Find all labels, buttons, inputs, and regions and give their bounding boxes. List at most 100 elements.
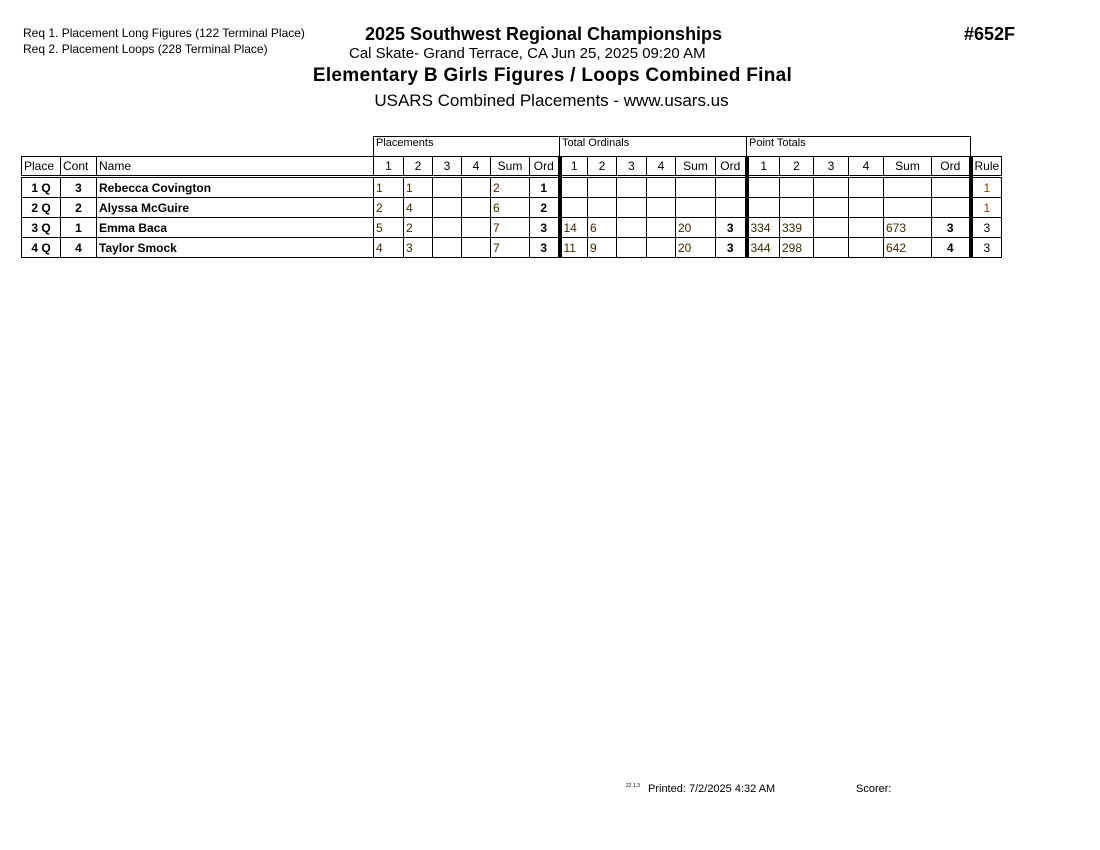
requirement-1: Req 1. Placement Long Figures (122 Termi… bbox=[23, 26, 305, 40]
table-row: 1 Q 3 Rebecca Covington 1 1 2 1 1 bbox=[21, 176, 1003, 198]
table-row: 3 Q 1 Emma Baca 5 2 7 3 14 6 20 3 334 339 673 3 3 bbox=[21, 217, 1003, 238]
column-header: 3 bbox=[616, 156, 647, 178]
score-cell bbox=[432, 237, 462, 258]
score-cell bbox=[559, 197, 588, 218]
score-cell: 3 bbox=[715, 217, 749, 238]
venue-date: Cal Skate- Grand Terrace, CA Jun 25, 202… bbox=[349, 45, 706, 62]
score-cell: 1 bbox=[403, 176, 433, 198]
score-cell bbox=[715, 176, 749, 198]
name-cell: Taylor Smock bbox=[96, 237, 374, 258]
cont-cell: 4 bbox=[60, 237, 97, 258]
column-header: Place bbox=[21, 156, 61, 178]
score-cell: 2 bbox=[373, 197, 404, 218]
score-cell bbox=[931, 176, 973, 198]
score-cell: 4 bbox=[931, 237, 973, 258]
score-cell: 4 bbox=[373, 237, 404, 258]
column-header: Sum bbox=[675, 156, 716, 178]
score-cell: 14 bbox=[559, 217, 588, 238]
printed-timestamp: Printed: 7/2/2025 4:32 AM bbox=[648, 783, 776, 795]
column-header: Ord bbox=[715, 156, 749, 178]
score-cell bbox=[675, 176, 716, 198]
column-header: 4 bbox=[848, 156, 884, 178]
column-header: 2 bbox=[779, 156, 814, 178]
place-cell: 2 Q bbox=[21, 197, 61, 218]
event-number: #652F bbox=[964, 24, 1016, 44]
score-cell bbox=[461, 176, 491, 198]
table-row: 4 Q 4 Taylor Smock 4 3 7 3 11 9 20 3 344 298 642 4 3 bbox=[21, 237, 1003, 258]
score-cell: 334 bbox=[746, 217, 780, 238]
score-cell bbox=[813, 217, 849, 238]
score-cell bbox=[646, 176, 676, 198]
score-cell: 6 bbox=[490, 197, 530, 218]
column-header: 2 bbox=[587, 156, 617, 178]
score-cell: 4 bbox=[403, 197, 433, 218]
score-cell: 1 bbox=[529, 176, 562, 198]
score-cell bbox=[646, 237, 676, 258]
column-header: Ord bbox=[529, 156, 562, 178]
place-cell: 4 Q bbox=[21, 237, 61, 258]
results-table: Placements Total Ordinals Point Totals P… bbox=[21, 136, 1003, 258]
column-header: 3 bbox=[432, 156, 462, 178]
score-cell: 3 bbox=[715, 237, 749, 258]
score-cell bbox=[587, 197, 617, 218]
score-cell: 20 bbox=[675, 217, 716, 238]
column-header: 2 bbox=[403, 156, 433, 178]
column-header-row: Place Cont Name 1 2 3 4 Sum Ord 1 2 3 4 Sum Ord 1 2 3 4 Sum… bbox=[21, 156, 1003, 178]
cont-cell: 1 bbox=[60, 217, 97, 238]
place-cell: 1 Q bbox=[21, 176, 61, 198]
column-header: Sum bbox=[883, 156, 932, 178]
score-cell: 3 bbox=[969, 237, 1003, 258]
score-cell bbox=[746, 197, 780, 218]
score-cell: 642 bbox=[883, 237, 932, 258]
column-header: 1 bbox=[746, 156, 780, 178]
score-cell bbox=[616, 197, 647, 218]
score-cell: 2 bbox=[490, 176, 530, 198]
score-cell bbox=[432, 176, 462, 198]
group-point-totals: Point Totals bbox=[746, 136, 971, 157]
score-cell: 6 bbox=[587, 217, 617, 238]
website-line: USARS Combined Placements - www.usars.us bbox=[374, 91, 729, 110]
group-placements: Placements bbox=[373, 136, 560, 157]
score-cell: 7 bbox=[490, 217, 530, 238]
score-cell bbox=[848, 217, 884, 238]
score-cell bbox=[779, 176, 814, 198]
column-header: 1 bbox=[559, 156, 588, 178]
score-cell bbox=[587, 176, 617, 198]
cont-cell: 3 bbox=[60, 176, 97, 198]
score-cell: 5 bbox=[373, 217, 404, 238]
column-header: Sum bbox=[490, 156, 530, 178]
competition-title: 2025 Southwest Regional Championships bbox=[365, 24, 723, 44]
score-cell bbox=[616, 217, 647, 238]
score-cell bbox=[616, 176, 647, 198]
score-cell bbox=[461, 217, 491, 238]
score-cell: 1 bbox=[373, 176, 404, 198]
score-cell: 339 bbox=[779, 217, 814, 238]
column-header: 3 bbox=[813, 156, 849, 178]
scorer-label: Scorer: bbox=[856, 783, 892, 795]
place-cell: 3 Q bbox=[21, 217, 61, 238]
score-cell bbox=[432, 217, 462, 238]
score-cell bbox=[616, 237, 647, 258]
score-cell bbox=[813, 176, 849, 198]
name-cell: Rebecca Covington bbox=[96, 176, 374, 198]
score-cell: 2 bbox=[403, 217, 433, 238]
score-cell: 7 bbox=[490, 237, 530, 258]
score-cell bbox=[646, 197, 676, 218]
name-cell: Emma Baca bbox=[96, 217, 374, 238]
column-header: Ord bbox=[931, 156, 973, 178]
score-cell: 20 bbox=[675, 237, 716, 258]
score-cell bbox=[813, 237, 849, 258]
score-cell: 3 bbox=[403, 237, 433, 258]
score-cell: 2 bbox=[529, 197, 562, 218]
score-cell: 1 bbox=[969, 197, 1003, 218]
score-cell: 298 bbox=[779, 237, 814, 258]
score-cell: 1 bbox=[969, 176, 1003, 198]
score-cell bbox=[559, 176, 588, 198]
score-cell bbox=[883, 176, 932, 198]
score-cell bbox=[461, 237, 491, 258]
column-header: 1 bbox=[373, 156, 404, 178]
score-cell: 11 bbox=[559, 237, 588, 258]
score-cell bbox=[883, 197, 932, 218]
score-cell: 3 bbox=[529, 217, 562, 238]
score-cell bbox=[675, 197, 716, 218]
